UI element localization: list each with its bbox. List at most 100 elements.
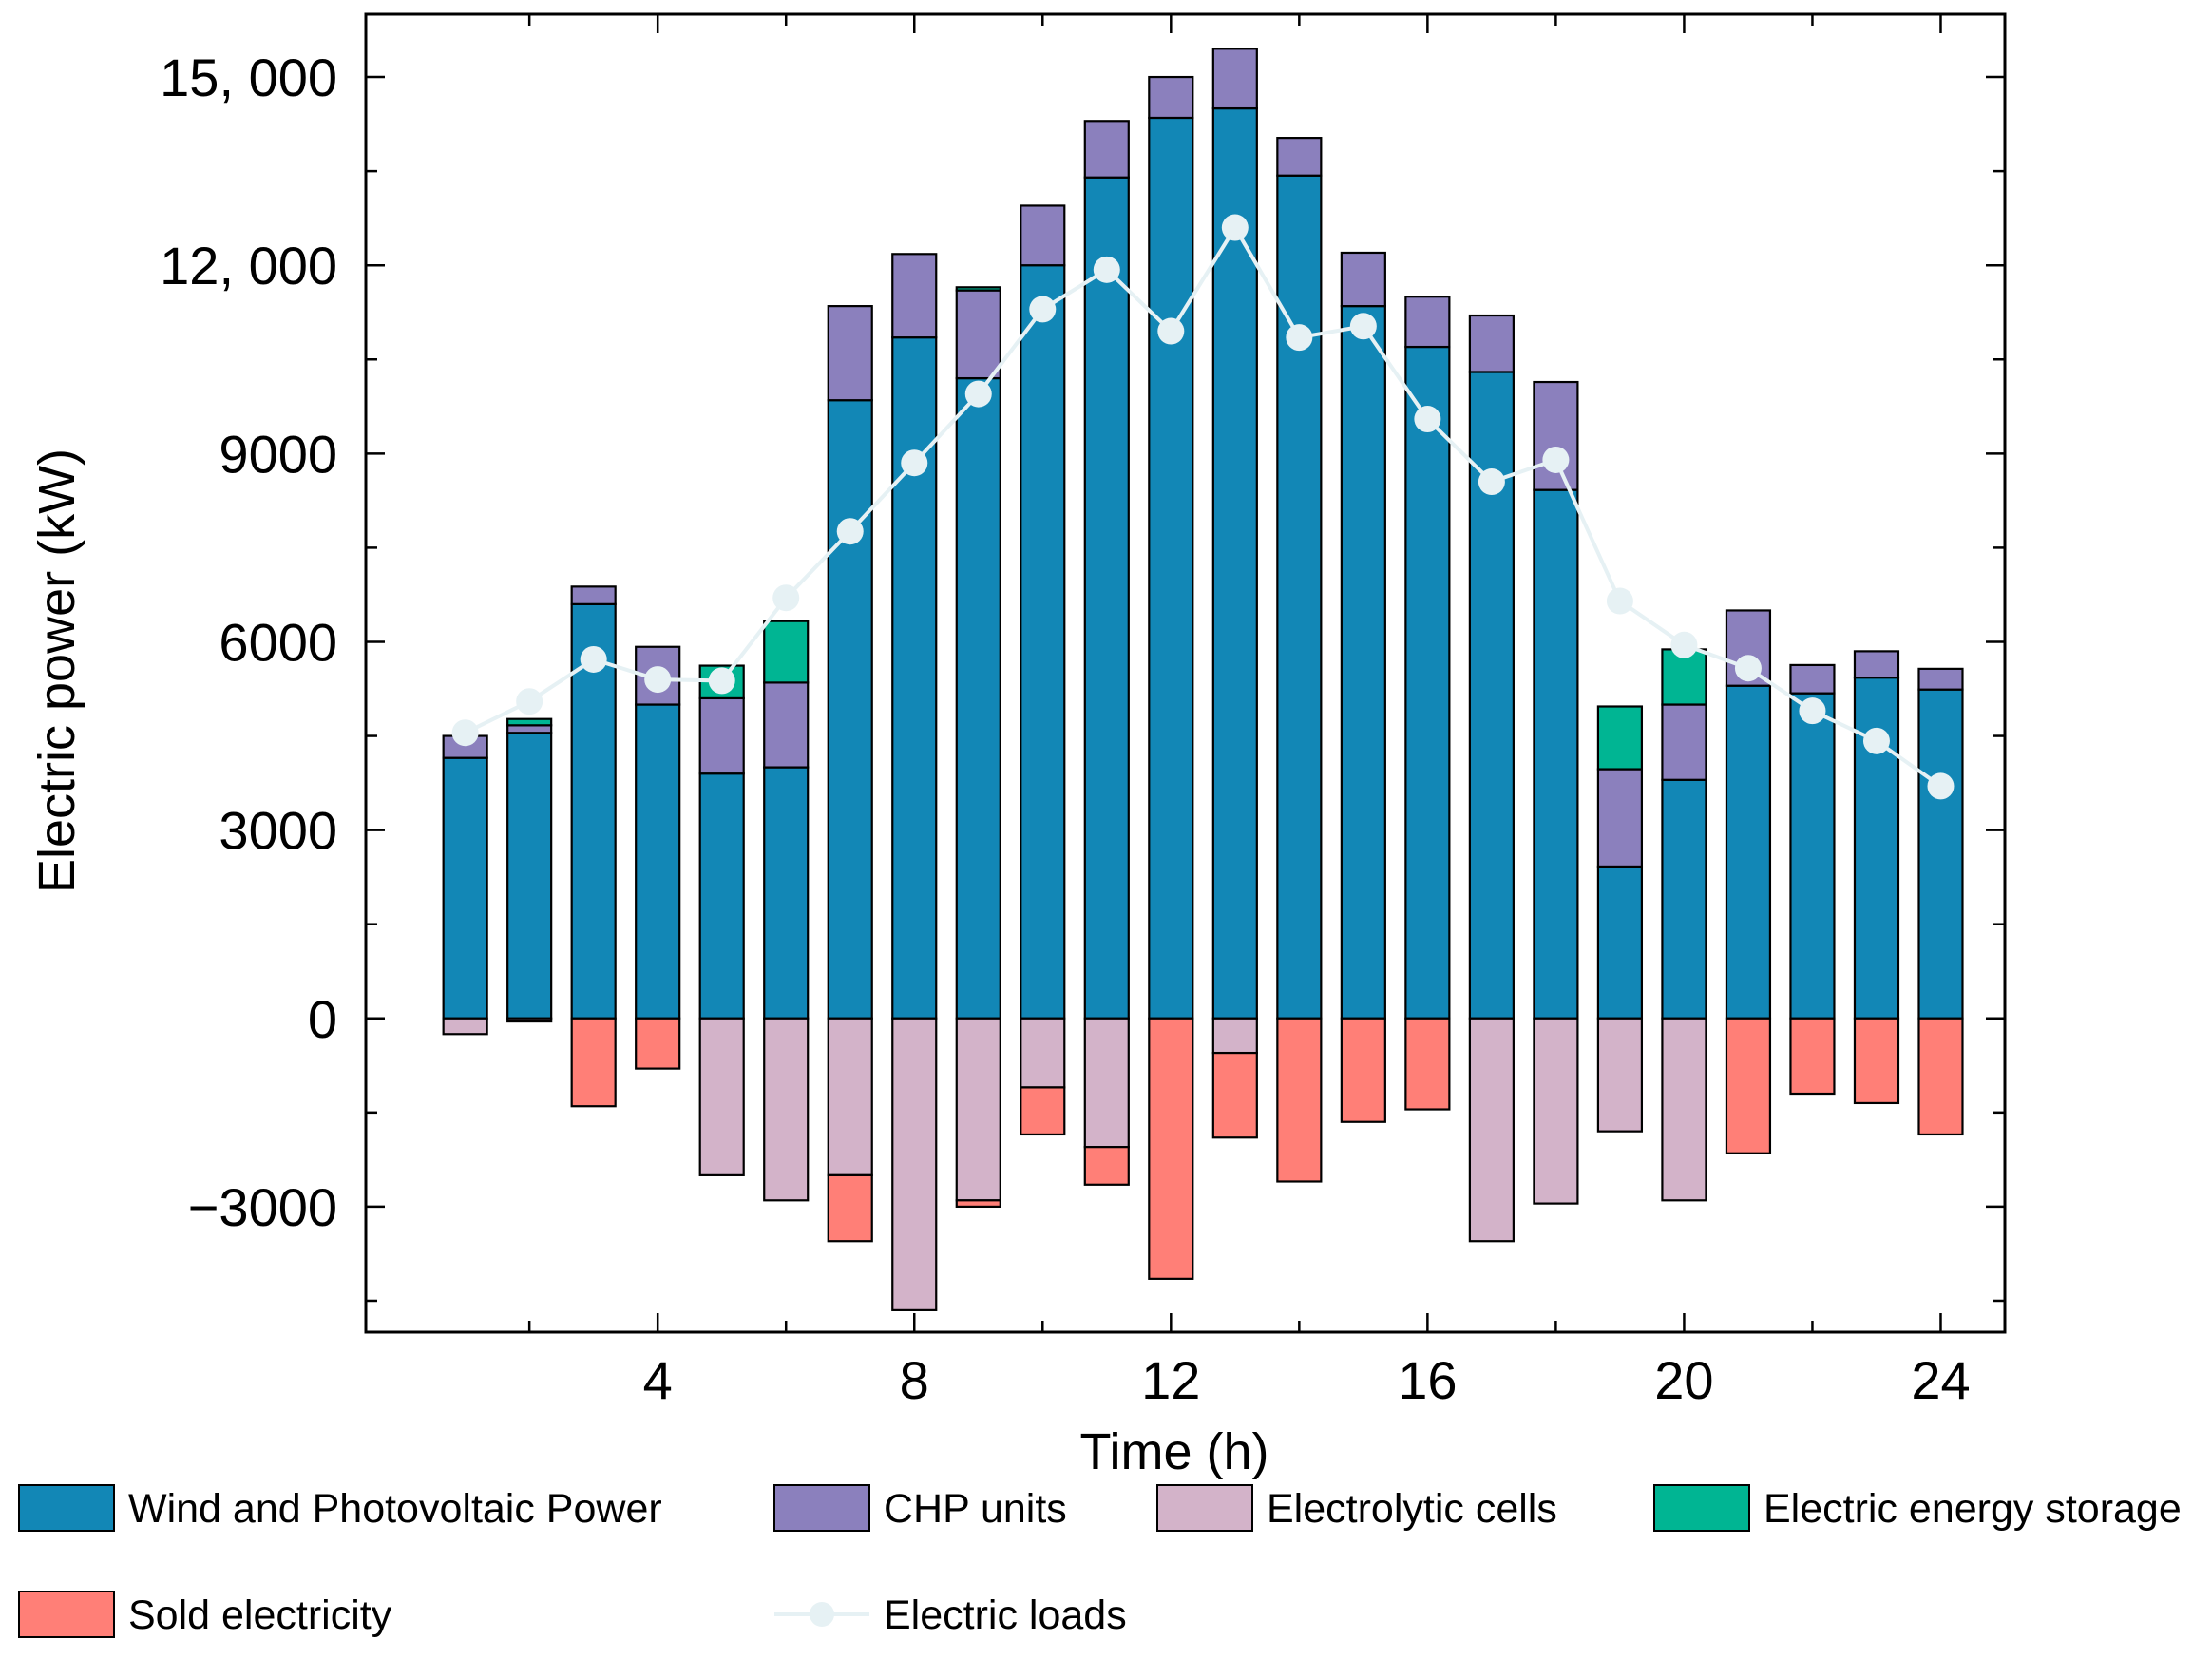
bar-electric-energy-storage-20 (1661, 648, 1707, 706)
bar-chp-units-5 (698, 696, 745, 775)
legend-label: Electrolytic cells (1267, 1486, 1557, 1532)
legend-label: Electric energy storage (1764, 1486, 2182, 1532)
electric-loads-point-3 (580, 645, 607, 673)
bar-wind-and-photovoltaic-power-22 (1789, 692, 1836, 1020)
y-tick-label: 3000 (219, 801, 337, 861)
bar-wind-and-photovoltaic-power-20 (1661, 778, 1707, 1020)
bar-electric-energy-storage-6 (763, 620, 810, 684)
electric-loads-point-19 (1606, 587, 1633, 615)
bar-chp-units-22 (1789, 663, 1836, 695)
bar-electrolytic-cells-8 (891, 1017, 938, 1311)
y-axis-label: Electric power (kW) (29, 448, 86, 893)
electric-loads-point-2 (516, 688, 543, 715)
bar-wind-and-photovoltaic-power-21 (1725, 684, 1772, 1020)
bar-wind-and-photovoltaic-power-16 (1404, 345, 1451, 1020)
bar-wind-and-photovoltaic-power-24 (1917, 688, 1964, 1020)
bars-layer (442, 48, 1964, 1311)
x-axis-label: Time (h) (1080, 1423, 1269, 1480)
y-tick-label: 0 (308, 989, 337, 1049)
electric-loads-point-17 (1478, 468, 1505, 496)
electric-loads-point-8 (901, 449, 928, 477)
bar-wind-and-photovoltaic-power-4 (635, 703, 681, 1020)
bar-wind-and-photovoltaic-power-7 (827, 399, 873, 1020)
bar-sold-electricity-16 (1404, 1017, 1451, 1111)
legend-item-electric-loads: Electric loads (774, 1592, 1127, 1638)
bar-electrolytic-cells-7 (827, 1017, 873, 1176)
bar-chp-units-17 (1468, 314, 1515, 373)
bar-electrolytic-cells-18 (1533, 1017, 1579, 1205)
bar-electrolytic-cells-17 (1468, 1017, 1515, 1243)
legend-label: Wind and Photovoltaic Power (128, 1486, 662, 1532)
electric-loads-point-22 (1799, 697, 1826, 725)
bar-sold-electricity-9 (955, 1199, 1001, 1209)
bar-sold-electricity-4 (635, 1017, 681, 1070)
electric-loads-point-18 (1542, 446, 1570, 473)
bar-chp-units-12 (1148, 75, 1194, 120)
electric-loads-point-21 (1734, 655, 1762, 682)
y-tick-label: −3000 (188, 1177, 337, 1237)
legend-swatch (18, 1591, 115, 1638)
electric-loads-point-24 (1927, 772, 1955, 800)
bar-chp-units-18 (1533, 380, 1579, 491)
bar-wind-and-photovoltaic-power-2 (506, 732, 553, 1020)
bar-electrolytic-cells-9 (955, 1017, 1001, 1202)
bar-wind-and-photovoltaic-power-10 (1020, 264, 1066, 1020)
bar-sold-electricity-7 (827, 1173, 873, 1243)
bar-chp-units-20 (1661, 703, 1707, 781)
bar-chp-units-2 (506, 724, 553, 734)
electric-loads-point-7 (836, 518, 864, 545)
bar-sold-electricity-21 (1725, 1017, 1772, 1154)
bar-chp-units-13 (1211, 48, 1258, 110)
x-tick-label: 16 (1398, 1350, 1457, 1410)
bar-electric-energy-storage-2 (506, 717, 553, 727)
electric-loads-point-5 (708, 667, 735, 695)
bar-wind-and-photovoltaic-power-3 (570, 602, 617, 1020)
bar-sold-electricity-3 (570, 1017, 617, 1108)
legend-marker (810, 1602, 834, 1627)
y-tick-label: 9000 (219, 424, 337, 484)
bar-sold-electricity-15 (1340, 1017, 1386, 1123)
bar-chp-units-16 (1404, 296, 1451, 349)
line-layer (451, 214, 1955, 800)
bar-wind-and-photovoltaic-power-19 (1596, 865, 1644, 1020)
bar-electric-energy-storage-19 (1596, 705, 1644, 771)
bar-electrolytic-cells-11 (1083, 1017, 1130, 1149)
bar-electrolytic-cells-13 (1211, 1017, 1258, 1055)
legend-item-sold-electricity: Sold electricity (18, 1591, 392, 1638)
electric-loads-point-20 (1670, 631, 1698, 658)
x-tick-label: 20 (1654, 1350, 1713, 1410)
bar-wind-and-photovoltaic-power-9 (955, 376, 1001, 1020)
bar-chp-units-6 (763, 681, 810, 769)
bar-chp-units-7 (827, 305, 873, 402)
y-tick-label: 15, 000 (160, 48, 337, 107)
bar-sold-electricity-23 (1853, 1017, 1900, 1105)
electric-loads-point-4 (644, 666, 672, 694)
bar-chp-units-3 (570, 585, 617, 605)
legend-label: CHP units (884, 1486, 1067, 1532)
bar-sold-electricity-12 (1148, 1017, 1194, 1280)
x-tick-label: 12 (1141, 1350, 1200, 1410)
bar-sold-electricity-22 (1789, 1017, 1836, 1096)
legend-item-electrolytic-cells: Electrolytic cells (1156, 1484, 1557, 1532)
bar-wind-and-photovoltaic-power-5 (698, 772, 745, 1020)
legend-swatch (1156, 1484, 1253, 1532)
x-tick-label: 4 (643, 1350, 673, 1410)
electric-loads-point-9 (964, 380, 992, 408)
electric-loads-point-1 (451, 719, 479, 747)
bar-chp-units-15 (1340, 251, 1386, 308)
legend-item-wind-and-photovoltaic-power: Wind and Photovoltaic Power (18, 1484, 662, 1532)
bar-electrolytic-cells-19 (1596, 1017, 1644, 1133)
bar-wind-and-photovoltaic-power-6 (763, 766, 810, 1020)
legend-item-electric-energy-storage: Electric energy storage (1653, 1484, 2182, 1532)
electric-loads-point-14 (1286, 324, 1313, 352)
electric-loads-point-15 (1349, 313, 1377, 340)
electric-loads-line (464, 223, 1942, 789)
bar-electrolytic-cells-5 (698, 1017, 745, 1176)
bar-wind-and-photovoltaic-power-15 (1340, 305, 1386, 1020)
legend-label: Electric loads (884, 1592, 1127, 1638)
bar-sold-electricity-10 (1020, 1086, 1066, 1136)
axes-layer: −3000 0 3000 6000 9000 12, 000 15, 000 4 8 12 16 20… (160, 12, 2007, 1410)
bar-chp-units-14 (1276, 137, 1323, 177)
